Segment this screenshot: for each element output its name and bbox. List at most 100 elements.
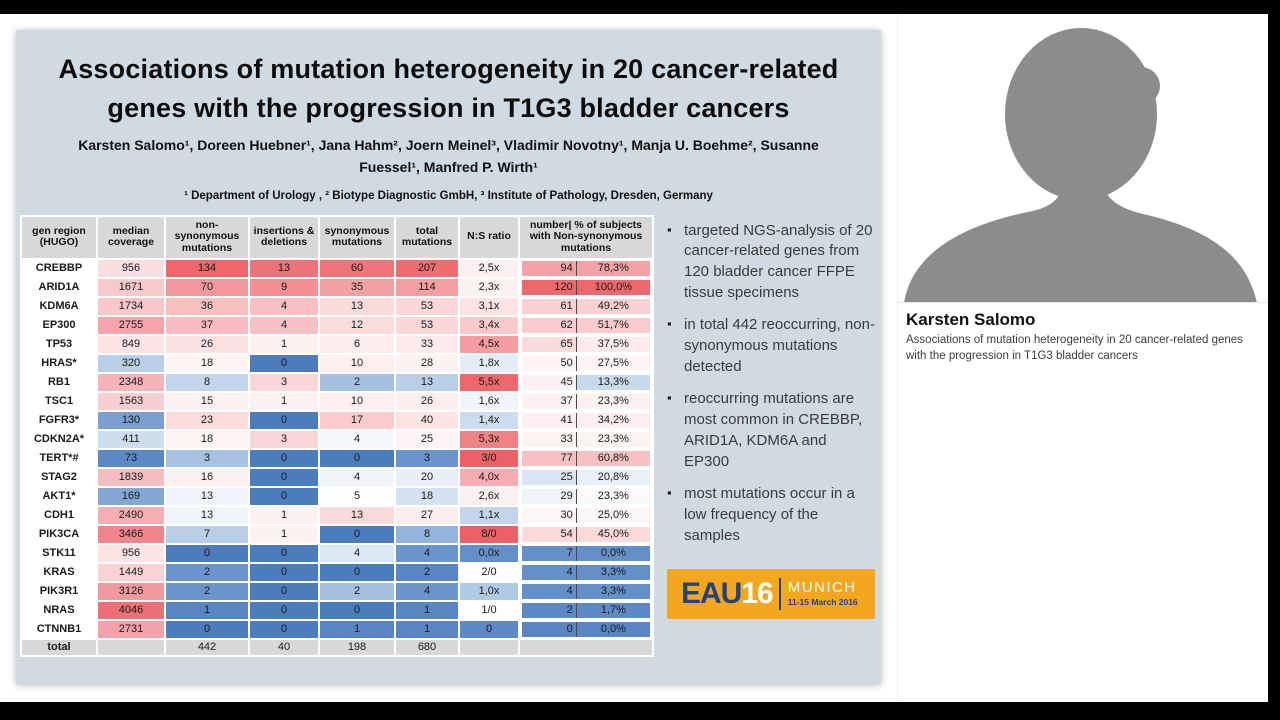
gene-cell: RB1 bbox=[22, 373, 96, 391]
slide-title: Associations of mutation heterogeneity i… bbox=[58, 54, 839, 124]
value-cell: 1,8x bbox=[460, 354, 518, 372]
value-cell: 10 bbox=[320, 392, 394, 410]
table-row: STK11 956 0 0 4 4 0,0x 7 0,0% bbox=[22, 544, 652, 562]
table-header: gen region (HUGO) median coverage non-syno… bbox=[22, 216, 652, 258]
value-cell: 3126 bbox=[98, 582, 164, 600]
value-cell: 4 bbox=[250, 316, 318, 334]
value-cell: 130 bbox=[98, 411, 164, 429]
value-cell: 1,4x bbox=[460, 411, 518, 429]
table-row: KRAS 1449 2 0 0 2 2/0 4 3,3% bbox=[22, 563, 652, 581]
subjects-number: 45 bbox=[522, 374, 576, 390]
logo-divider bbox=[778, 577, 781, 610]
summary-bullets: targeted NGS-analysis of 20 cancer-relat… bbox=[667, 221, 875, 559]
subjects-percent: 49,2% bbox=[575, 298, 650, 314]
value-cell: 4 bbox=[396, 544, 458, 562]
value-cell: 3466 bbox=[98, 525, 164, 543]
subjects-percent: 0,0% bbox=[575, 545, 650, 561]
subjects-percent: 1,7% bbox=[575, 602, 650, 618]
table-row: RB1 2348 8 3 2 13 5,5x 45 13,3% bbox=[22, 373, 652, 391]
value-cell: 3/0 bbox=[460, 449, 518, 467]
value-cell: 13 bbox=[396, 373, 458, 391]
value-cell: 26 bbox=[166, 335, 248, 353]
value-cell: 956 bbox=[98, 544, 164, 562]
value-cell: 36 bbox=[166, 297, 248, 315]
bullet-item: targeted NGS-analysis of 20 cancer-relat… bbox=[667, 221, 875, 304]
value-cell: 2755 bbox=[98, 316, 164, 334]
value-cell: 1 bbox=[250, 506, 318, 524]
video-stage: Associations of mutation heterogeneity i… bbox=[0, 14, 1268, 702]
subjects-cell: 7 0,0% bbox=[520, 545, 652, 562]
table-row: PIK3R1 3126 2 0 2 4 1,0x 4 3,3% bbox=[22, 582, 652, 600]
subjects-cell: 50 27,5% bbox=[520, 355, 652, 372]
value-cell: 60 bbox=[320, 259, 394, 277]
presentation-slide: Associations of mutation heterogeneity i… bbox=[16, 30, 881, 684]
value-cell: 1563 bbox=[98, 392, 164, 410]
value-cell: 12 bbox=[320, 316, 394, 334]
value-cell: 18 bbox=[166, 430, 248, 448]
table-row: CREBBP 956 134 13 60 207 2,5x 94 78,3% bbox=[22, 259, 652, 277]
table-row: CDH1 2490 13 1 13 27 1,1x 30 25,0% bbox=[22, 506, 652, 524]
subjects-cell: 4 3,3% bbox=[520, 583, 652, 600]
subjects-number: 54 bbox=[522, 526, 576, 542]
table-header-cell: gen region (HUGO) bbox=[22, 216, 96, 258]
table-row: CDKN2A* 411 18 3 4 25 5,3x 33 23,3% bbox=[22, 430, 652, 448]
value-cell: 0 bbox=[250, 411, 318, 429]
subjects-number: 30 bbox=[522, 507, 576, 523]
subjects-cell: 41 34,2% bbox=[520, 412, 652, 429]
subjects-cell: 2 1,7% bbox=[520, 602, 652, 619]
value-cell: 134 bbox=[166, 259, 248, 277]
subjects-percent: 3,3% bbox=[575, 583, 650, 599]
subjects-number: 61 bbox=[522, 298, 576, 314]
eau16-congress-logo: EAU 16 MUNICH 11-15 March 2016 bbox=[667, 568, 875, 619]
value-cell: 0 bbox=[166, 544, 248, 562]
subjects-percent: 13,3% bbox=[575, 374, 650, 390]
logo-dates: 11-15 March 2016 bbox=[787, 596, 858, 607]
subjects-number: 4 bbox=[522, 564, 576, 580]
value-cell: 169 bbox=[98, 487, 164, 505]
subjects-cell: 25 20,8% bbox=[520, 469, 652, 486]
value-cell: 13 bbox=[166, 506, 248, 524]
total-cell: 442 bbox=[166, 639, 248, 655]
value-cell: 1,1x bbox=[460, 506, 518, 524]
subjects-percent: 60,8% bbox=[575, 450, 650, 466]
value-cell: 1 bbox=[250, 392, 318, 410]
value-cell: 8 bbox=[396, 525, 458, 543]
subjects-cell: 65 37,5% bbox=[520, 336, 652, 353]
value-cell: 0 bbox=[250, 487, 318, 505]
value-cell: 849 bbox=[98, 335, 164, 353]
table-row: AKT1* 169 13 0 5 18 2,6x 29 23,3% bbox=[22, 487, 652, 505]
value-cell: 23 bbox=[166, 411, 248, 429]
value-cell: 0 bbox=[460, 620, 518, 638]
value-cell: 0 bbox=[166, 620, 248, 638]
gene-cell: STK11 bbox=[22, 544, 96, 562]
value-cell: 4 bbox=[250, 297, 318, 315]
value-cell: 3 bbox=[250, 373, 318, 391]
value-cell: 1 bbox=[396, 601, 458, 619]
gene-cell: CTNNB1 bbox=[22, 620, 96, 638]
logo-16-text: 16 bbox=[741, 576, 773, 610]
subjects-percent: 51,7% bbox=[575, 317, 650, 333]
gene-cell: KDM6A bbox=[22, 297, 96, 315]
logo-eau-text: EAU bbox=[681, 576, 742, 610]
value-cell: 10 bbox=[320, 354, 394, 372]
subjects-number: 65 bbox=[522, 336, 576, 352]
table-row: FGFR3* 130 23 0 17 40 1,4x 41 34,2% bbox=[22, 411, 652, 429]
value-cell: 2,6x bbox=[460, 487, 518, 505]
subjects-number: 33 bbox=[522, 431, 576, 447]
value-cell: 2 bbox=[320, 582, 394, 600]
value-cell: 2,5x bbox=[460, 259, 518, 277]
subjects-number: 41 bbox=[522, 412, 576, 428]
total-cell: 198 bbox=[320, 639, 394, 655]
table-row: KDM6A 1734 36 4 13 53 3,1x 61 49,2% bbox=[22, 297, 652, 315]
subjects-percent: 3,3% bbox=[575, 564, 650, 580]
subjects-number: 50 bbox=[522, 355, 576, 371]
gene-cell: CREBBP bbox=[22, 259, 96, 277]
value-cell: 37 bbox=[166, 316, 248, 334]
value-cell: 2 bbox=[396, 563, 458, 581]
speaker-panel: Karsten Salomo Associations of mutation … bbox=[897, 14, 1268, 702]
subjects-cell: 4 3,3% bbox=[520, 564, 652, 581]
table-row: TERT*# 73 3 0 0 3 3/0 77 60,8% bbox=[22, 449, 652, 467]
value-cell: 956 bbox=[98, 259, 164, 277]
value-cell: 3,1x bbox=[460, 297, 518, 315]
gene-cell: AKT1* bbox=[22, 487, 96, 505]
